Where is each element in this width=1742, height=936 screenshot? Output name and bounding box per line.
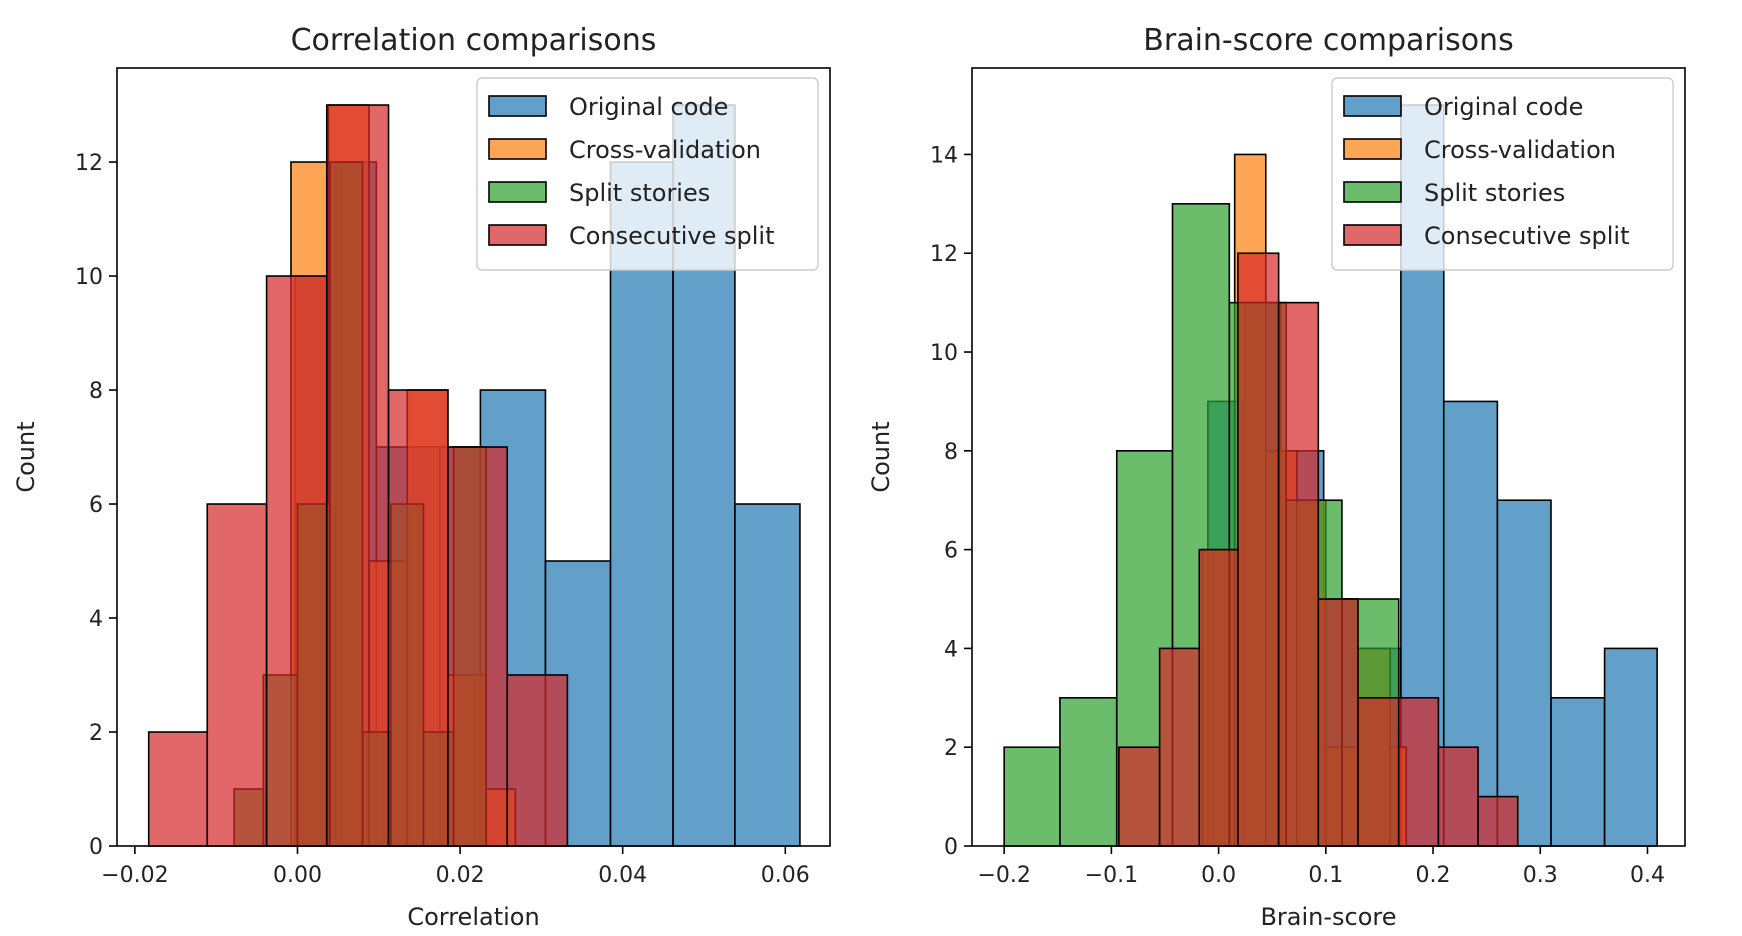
x-tick-label: −0.02 xyxy=(101,863,168,888)
legend-swatch-consecutive-split xyxy=(1343,224,1402,246)
bar-original-code-6 xyxy=(609,161,674,847)
x-tick-label: 0.2 xyxy=(1416,863,1451,888)
legend-label: Original code xyxy=(1424,93,1583,121)
legend-swatch-cross-validation xyxy=(1343,138,1402,160)
legend-swatch-original-code xyxy=(488,95,547,117)
bar-original-code-8 xyxy=(1550,697,1606,847)
bar-consecutive-split-4 xyxy=(387,389,449,847)
bar-original-code-9 xyxy=(1603,647,1658,847)
y-tick-label: 14 xyxy=(930,143,958,168)
legend-label: Consecutive split xyxy=(569,222,775,250)
bar-consecutive-split-2 xyxy=(1198,548,1239,847)
bar-consecutive-split-9 xyxy=(1477,795,1519,847)
x-tick-label: 0.00 xyxy=(273,863,322,888)
x-tick-label: −0.1 xyxy=(1085,863,1138,888)
legend-swatch-cross-validation xyxy=(488,138,547,160)
y-tick-label: 8 xyxy=(944,440,958,465)
bar-split-stories-1 xyxy=(1059,697,1118,847)
y-tick-label: 4 xyxy=(89,607,103,632)
chart-title: Correlation comparisons xyxy=(291,23,657,58)
y-tick-label: 0 xyxy=(89,835,103,860)
bar-consecutive-split-1 xyxy=(206,503,268,847)
series-consecutive-split xyxy=(1118,252,1519,847)
x-tick-label: −0.2 xyxy=(977,863,1030,888)
chart-panel-1: −0.2 −0.1 0.0 0.1 0.2 0.3 0.4 0 2 4 6 8 10 12 14 Brain-… xyxy=(867,23,1686,931)
bar-consecutive-split-6 xyxy=(1357,697,1400,847)
legend-swatch-consecutive-split xyxy=(488,224,547,246)
legend: Original code Cross-validation Split stori… xyxy=(476,77,819,271)
y-tick-label: 6 xyxy=(89,493,103,518)
x-tick-label: 0.04 xyxy=(598,863,647,888)
bar-consecutive-split-5 xyxy=(1317,598,1359,847)
y-tick-label: 12 xyxy=(930,242,958,267)
y-tick-label: 6 xyxy=(944,539,958,564)
y-tick-label: 10 xyxy=(75,265,103,290)
y-tick-label: 8 xyxy=(89,379,103,404)
bar-consecutive-split-3 xyxy=(325,104,390,847)
bar-consecutive-split-0 xyxy=(147,731,209,847)
bar-consecutive-split-1 xyxy=(1158,647,1201,847)
bar-original-code-8 xyxy=(734,503,801,847)
bar-consecutive-split-5 xyxy=(447,446,509,847)
legend-label: Consecutive split xyxy=(1424,222,1630,250)
y-axis-label: Count xyxy=(12,421,40,492)
bar-consecutive-split-4 xyxy=(1277,301,1320,847)
bar-consecutive-split-6 xyxy=(506,674,569,847)
axes-frame xyxy=(116,67,831,847)
series-consecutive-split xyxy=(147,104,569,847)
legend-box xyxy=(476,77,819,271)
x-tick-label: 0.02 xyxy=(436,863,485,888)
bar-consecutive-split-2 xyxy=(265,275,328,847)
y-tick-label: 10 xyxy=(930,341,958,366)
bar-consecutive-split-8 xyxy=(1437,746,1479,847)
legend: Original code Cross-validation Split stori… xyxy=(1331,77,1674,271)
y-tick-label: 2 xyxy=(944,736,958,761)
legend-label: Cross-validation xyxy=(1424,136,1616,164)
bar-original-code-7 xyxy=(1496,499,1552,847)
bar-consecutive-split-0 xyxy=(1118,746,1161,847)
axes-frame xyxy=(971,67,1686,847)
legend-label: Split stories xyxy=(569,179,710,207)
legend-label: Cross-validation xyxy=(569,136,761,164)
y-axis-label: Count xyxy=(867,421,895,492)
legend-swatch-split-stories xyxy=(1343,181,1402,203)
chart-title: Brain-score comparisons xyxy=(1143,23,1513,58)
x-tick-label: 0.06 xyxy=(761,863,810,888)
x-tick-label: 0.0 xyxy=(1201,863,1236,888)
legend-label: Original code xyxy=(569,93,728,121)
x-axis-label: Brain-score xyxy=(1260,903,1396,931)
y-tick-label: 4 xyxy=(944,637,958,662)
x-tick-label: 0.4 xyxy=(1630,863,1665,888)
legend-box xyxy=(1331,77,1674,271)
bar-split-stories-0 xyxy=(1003,746,1061,847)
chart-panel-0: −0.02 0.00 0.02 0.04 0.06 0 2 4 6 8 10 12 Correlatio… xyxy=(12,23,831,931)
x-tick-label: 0.3 xyxy=(1523,863,1558,888)
legend-label: Split stories xyxy=(1424,179,1565,207)
legend-swatch-split-stories xyxy=(488,181,547,203)
x-axis-label: Correlation xyxy=(407,903,539,931)
legend-swatch-original-code xyxy=(1343,95,1402,117)
bar-consecutive-split-7 xyxy=(1397,697,1440,847)
y-tick-label: 12 xyxy=(75,151,103,176)
bar-consecutive-split-3 xyxy=(1237,252,1280,847)
y-tick-label: 2 xyxy=(89,721,103,746)
x-tick-label: 0.1 xyxy=(1308,863,1343,888)
y-tick-label: 0 xyxy=(944,835,958,860)
